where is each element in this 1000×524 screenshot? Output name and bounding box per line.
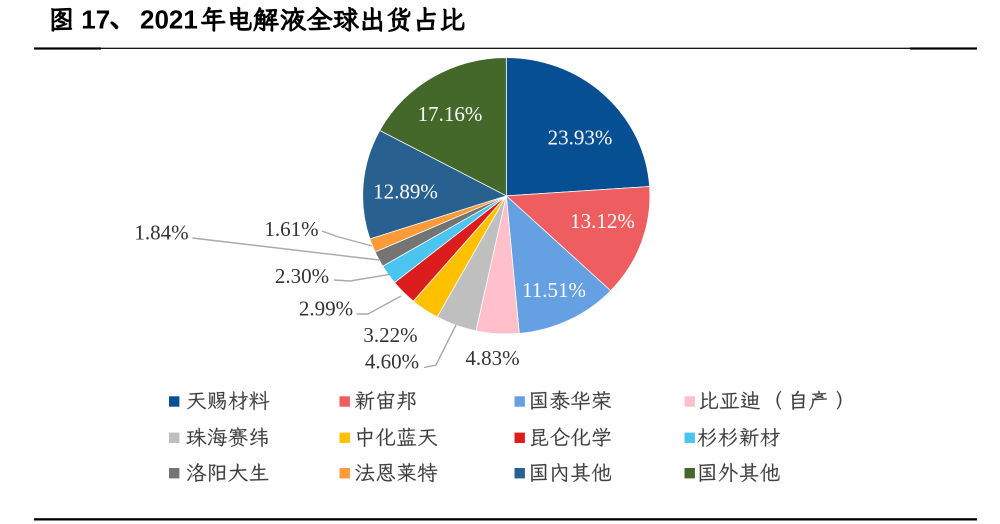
svg-text:1.61%: 1.61%	[264, 217, 318, 241]
svg-text:1.84%: 1.84%	[134, 221, 188, 245]
svg-text:2021: 2021	[140, 5, 198, 35]
svg-text:2.99%: 2.99%	[299, 297, 353, 321]
svg-text:12.89%: 12.89%	[373, 180, 438, 204]
svg-text:4.60%: 4.60%	[365, 350, 419, 374]
svg-text:17.16%: 17.16%	[418, 102, 483, 126]
svg-text:17: 17	[81, 5, 110, 35]
svg-text:4.83%: 4.83%	[465, 346, 519, 370]
svg-text:13.12%: 13.12%	[570, 209, 635, 233]
svg-text:2.30%: 2.30%	[275, 264, 329, 288]
svg-text:3.22%: 3.22%	[363, 323, 417, 347]
svg-text:23.93%: 23.93%	[548, 126, 613, 150]
svg-text:11.51%: 11.51%	[522, 278, 586, 302]
